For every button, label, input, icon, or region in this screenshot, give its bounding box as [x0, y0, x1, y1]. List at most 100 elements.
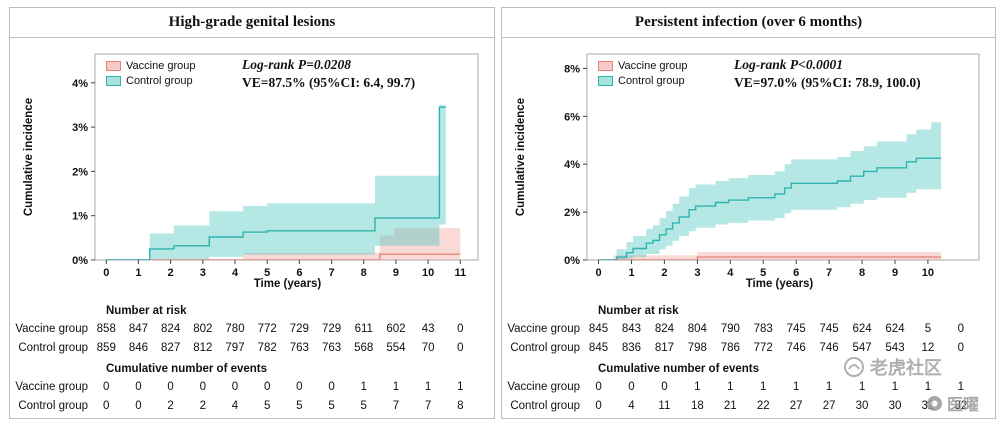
svg-text:0%: 0%	[564, 255, 580, 267]
cumulative-events-header: Cumulative number of events	[106, 363, 268, 375]
risk-row-control: Control group 845 836 817 798 786 772 746 746 54…	[502, 339, 995, 358]
table-value: 568	[354, 342, 374, 354]
table-value: 847	[128, 323, 149, 335]
risk-row-vaccine: Vaccine group 845 843 824 804 790 783 745 745 62…	[502, 320, 995, 339]
row-label: Control group	[510, 342, 580, 354]
svg-text:7: 7	[329, 267, 335, 279]
svg-text:4%: 4%	[564, 159, 580, 171]
table-value: 602	[386, 323, 406, 335]
cumulative-events-header: Cumulative number of events	[598, 363, 760, 375]
table-value: 2	[199, 400, 207, 412]
table-value: 746	[786, 342, 806, 354]
table-value: 0	[263, 381, 271, 393]
table-value: 763	[289, 342, 309, 354]
table-value: 1	[957, 381, 965, 393]
table-value: 5	[360, 400, 367, 412]
table-value: 797	[225, 342, 245, 354]
table-value: 624	[852, 323, 872, 335]
legend: Vaccine group Control group	[106, 58, 196, 88]
svg-text:10: 10	[922, 267, 934, 279]
y-axis-label: Cumulative incidence	[515, 97, 527, 217]
table-value: 0	[103, 400, 110, 412]
table-value: 746	[819, 342, 839, 354]
table-value: 0	[135, 400, 142, 412]
table-value: 843	[621, 323, 642, 335]
table-value: 745	[819, 323, 839, 335]
table-value: 0	[957, 323, 965, 335]
svg-text:4: 4	[727, 267, 734, 279]
row-label: Vaccine group	[15, 381, 88, 393]
control-swatch-icon	[106, 75, 121, 86]
legend-label-control: Control group	[618, 74, 685, 87]
table-value: 5	[296, 400, 303, 412]
svg-text:3: 3	[694, 267, 700, 279]
table-value: 812	[193, 342, 213, 354]
svg-text:11: 11	[454, 267, 466, 279]
events-values: 0 4 11 18 21 22 27 27 30 30 32 32	[502, 397, 995, 416]
table-value: 5	[263, 400, 271, 412]
table-value: 1	[727, 381, 734, 393]
events-row-vaccine: Vaccine group 0 0 0 1 1 1 1 1 1 1 1 1	[502, 378, 995, 397]
row-label: Control group	[18, 400, 88, 412]
panel-title: High-grade genital lesions	[10, 8, 494, 38]
table-value: 1	[392, 381, 400, 393]
table-value: 7	[424, 400, 432, 412]
svg-text:8: 8	[859, 267, 865, 279]
row-label: Control group	[18, 342, 88, 354]
table-value: 846	[128, 342, 149, 354]
logrank-text: Log-rank P=0.0208	[242, 57, 351, 72]
table-value: 745	[786, 323, 806, 335]
row-label: Vaccine group	[507, 381, 580, 393]
table-value: 0	[167, 381, 174, 393]
events-row-vaccine: Vaccine group 0 0 0 0 0 0 0 0 1 1 1 1	[10, 378, 494, 397]
table-value: 1	[891, 381, 899, 393]
ve-text: VE=87.5% (95%CI: 6.4, 99.7)	[242, 75, 416, 90]
table-value: 783	[753, 323, 773, 335]
table-value: 786	[720, 342, 740, 354]
table-value: 0	[457, 323, 464, 335]
km-plot-high-grade: 0 1 2 3 4 5 6 7 8 9 10 11 0% 1% 2% 3% 4% Cumulative inci…	[10, 38, 494, 300]
table-value: 32	[921, 400, 935, 412]
table-value: 824	[654, 323, 674, 335]
table-value: 772	[753, 342, 773, 354]
table-value: 802	[193, 323, 213, 335]
panel-high-grade-genital-lesions: High-grade genital lesions 0 1 2 3 4 5 6 7 8 9 10 1…	[9, 7, 495, 419]
legend-item-vaccine: Vaccine group	[106, 58, 196, 73]
table-value: 4	[231, 400, 239, 412]
vaccine-swatch-icon	[106, 60, 121, 71]
table-value: 43	[421, 323, 435, 335]
table-value: 27	[789, 400, 803, 412]
table-value: 554	[386, 342, 406, 354]
legend-item-control: Control group	[598, 73, 688, 88]
ve-text: VE=97.0% (95%CI: 78.9, 100.0)	[734, 75, 921, 90]
x-axis-label: Time (years)	[745, 278, 814, 290]
table-value: 824	[161, 323, 181, 335]
stats-annotation: Log-rank P<0.0001 VE=97.0% (95%CI: 78.9,…	[734, 56, 921, 92]
table-value: 827	[161, 342, 181, 354]
svg-text:6%: 6%	[564, 111, 580, 123]
table-value: 0	[328, 381, 335, 393]
table-value: 8	[457, 400, 464, 412]
table-value: 0	[628, 381, 635, 393]
table-value: 0	[957, 342, 965, 354]
events-values: 0 0 2 2 4 5 5 5 5 7 7 8	[10, 397, 494, 416]
events-values: 0 0 0 0 0 0 0 0 1 1 1 1	[10, 378, 494, 397]
table-value: 22	[756, 400, 770, 412]
plot-canvas: 0 1 2 3 4 5 6 7 8 9 10 11 0% 1% 2% 3% 4%	[10, 38, 494, 300]
svg-text:9: 9	[393, 267, 399, 279]
svg-text:4%: 4%	[72, 78, 88, 90]
table-value: 32	[954, 400, 968, 412]
events-row-control: Control group 0 4 11 18 21 22 27 27 30 30 32 32	[502, 397, 995, 416]
legend-label-vaccine: Vaccine group	[126, 59, 196, 72]
table-value: 0	[135, 381, 142, 393]
svg-text:3%: 3%	[72, 122, 88, 134]
table-value: 790	[720, 323, 740, 335]
legend-label-vaccine: Vaccine group	[618, 59, 688, 72]
table-value: 30	[888, 400, 902, 412]
table-value: 27	[822, 400, 836, 412]
risk-values: 858 847 824 802 780 772 729 729 611 602 43 0	[10, 320, 494, 339]
svg-text:5: 5	[760, 267, 766, 279]
table-value: 0	[103, 381, 110, 393]
table-value: 4	[628, 400, 635, 412]
